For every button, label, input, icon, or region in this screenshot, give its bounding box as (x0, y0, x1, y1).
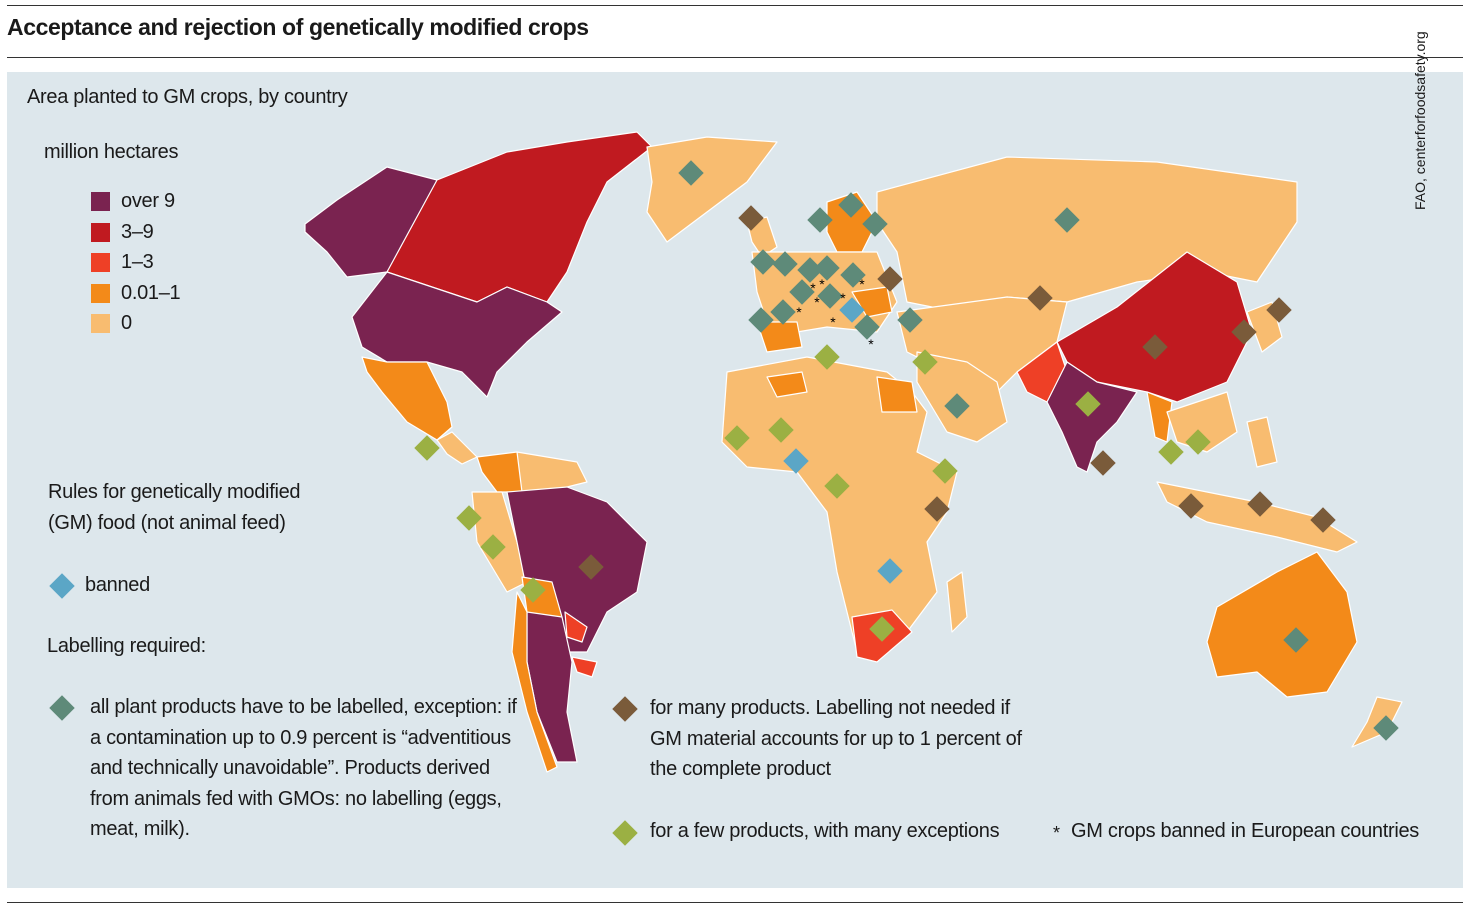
country-myanmar (1146, 391, 1173, 443)
labelling-few-marker (912, 349, 938, 375)
labelling-all-marker (748, 307, 774, 333)
labelling-all-marker (797, 257, 823, 283)
source-credit: FAO, centerforfoodsafety.org (1412, 31, 1428, 210)
country-madagascar (946, 571, 968, 633)
few-products-label: for a few products, with many exceptions (650, 820, 1000, 842)
world-map: * ** ***** (304, 131, 1403, 773)
labelling-few-marker (768, 417, 794, 443)
labelling-few-marker (724, 425, 750, 451)
labelling-all-marker (814, 255, 840, 281)
eu-ban-asterisk: * (810, 280, 816, 296)
labelling-few-marker (814, 344, 840, 370)
all-products-label: all plant products have to be labelled, … (90, 696, 517, 840)
legend-swatch (91, 222, 110, 242)
labelling-few-marker (824, 473, 850, 499)
labelling-all-marker (854, 314, 880, 340)
country-mexico (361, 356, 453, 441)
banned-marker (877, 558, 903, 584)
country-central-america (436, 431, 478, 465)
eu-ban-label: GM crops banned in European countries (1071, 820, 1420, 842)
country-north-africa-ag (766, 371, 808, 398)
country-greenland (646, 136, 778, 243)
country-philippines (1246, 416, 1278, 468)
country-egypt (876, 376, 918, 413)
legend-swatch (91, 253, 110, 272)
labelling-many-marker (1090, 450, 1116, 476)
labelling-all-marker (838, 192, 864, 218)
asterisk-icon: * (1053, 823, 1060, 843)
title-rule (7, 57, 1463, 58)
legend-label: 0.01–1 (121, 281, 181, 304)
legend-swatch (91, 283, 110, 303)
country-middle-east (916, 351, 1008, 443)
labelling-all-marker (789, 279, 815, 305)
country-india (1046, 361, 1138, 473)
banned-label: banned (85, 574, 150, 596)
country-se-asia (1166, 391, 1238, 453)
labelling-many-marker (738, 205, 764, 231)
labelling-all-marker (862, 211, 888, 237)
labelling-all-marker (750, 249, 776, 275)
labelling-many-marker (578, 554, 604, 580)
labelling-all-marker (817, 283, 843, 309)
labelling-heading: Labelling required: (47, 635, 206, 657)
eu-ban-asterisk: * (859, 276, 865, 292)
labelling-all-marker (770, 299, 796, 325)
labelling-few-marker (480, 534, 506, 560)
eu-ban-asterisk: * (868, 336, 874, 352)
legend-label: over 9 (121, 190, 175, 212)
labelling-all-marker (772, 251, 798, 277)
country-venezuela-guianas (516, 451, 588, 493)
eu-ban-asterisk: * (819, 276, 825, 292)
map-panel: * * * * * * * * Area planted to GM crops, by co… (7, 72, 1463, 888)
labelling-all-marker (840, 262, 866, 288)
eu-ban-asterisk: * (830, 314, 836, 330)
labelling-all-marker (944, 393, 970, 419)
country-usa (351, 271, 563, 398)
labelling-few-marker (520, 577, 546, 603)
labelling-few-marker (932, 458, 958, 484)
legend-swatch (91, 192, 110, 211)
banned-marker (783, 448, 809, 474)
labelling-few-marker (869, 616, 895, 642)
legend-label: 1–3 (121, 251, 154, 273)
legend-swatch (91, 314, 110, 333)
area-legend-heading: Area planted to GM crops, by country (27, 86, 348, 108)
country-canada (386, 131, 653, 303)
labelling-few-marker (456, 505, 482, 531)
top-rule (7, 5, 1463, 6)
many-products-label: for many products. Labelling not needed … (650, 697, 1022, 780)
country-africa (721, 356, 958, 653)
country-chile (511, 591, 558, 773)
country-australia (1206, 551, 1358, 698)
labelling-few-marker (414, 435, 440, 461)
banned-marker (839, 297, 865, 323)
labelling-all-marker (678, 160, 704, 186)
eu-ban-asterisk: * (796, 304, 802, 320)
page-title: Acceptance and rejection of genetically … (7, 14, 589, 40)
labelling-many-marker (924, 496, 950, 522)
labelling-all-marker (807, 207, 833, 233)
area-legend-unit: million hectares (44, 141, 179, 163)
labelling-many-marker (877, 266, 903, 292)
legend-label: 3–9 (121, 220, 154, 243)
eu-ban-asterisk: * (840, 290, 846, 306)
legend-label: 0 (121, 312, 132, 334)
bottom-rule (7, 902, 1463, 903)
eu-ban-asterisk: * (814, 294, 820, 310)
country-uruguay (571, 656, 598, 678)
country-new-zealand (1351, 696, 1403, 748)
rules-legend-heading: Rules for genetically modified (GM) food… (48, 481, 301, 534)
labelling-all-marker (897, 307, 923, 333)
country-paraguay (564, 611, 588, 643)
